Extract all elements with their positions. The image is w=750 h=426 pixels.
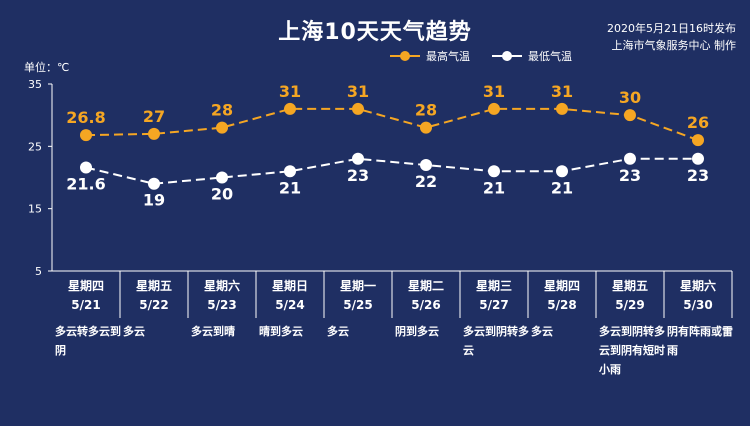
weather-condition: 阴有阵雨或雷雨 bbox=[667, 325, 733, 357]
weekday-label: 星期二 bbox=[407, 279, 444, 293]
point-low bbox=[148, 177, 160, 190]
legend: 最高气温 最低气温 bbox=[390, 48, 594, 64]
point-high bbox=[624, 109, 636, 122]
y-tick-label: 35 bbox=[28, 78, 42, 91]
weekday-label: 星期四 bbox=[67, 279, 104, 293]
legend-low-marker bbox=[492, 51, 522, 61]
weather-condition: 多云 bbox=[123, 325, 145, 338]
data-label-high: 27 bbox=[143, 107, 165, 126]
data-label-low: 23 bbox=[619, 166, 641, 185]
point-high bbox=[216, 121, 228, 134]
point-high bbox=[420, 121, 432, 134]
legend-high-label: 最高气温 bbox=[426, 50, 470, 63]
date-label: 5/25 bbox=[343, 298, 373, 312]
data-label-low: 23 bbox=[687, 166, 709, 185]
weather-condition: 多云到阴转多云 bbox=[463, 325, 529, 357]
point-low bbox=[624, 152, 636, 165]
point-low bbox=[556, 165, 568, 178]
day-cell: 星期日 5/24 bbox=[256, 277, 324, 317]
data-label-high: 31 bbox=[483, 82, 505, 101]
date-label: 5/22 bbox=[139, 298, 169, 312]
date-label: 5/29 bbox=[615, 298, 645, 312]
point-low bbox=[352, 152, 364, 165]
legend-item-low: 最低气温 bbox=[492, 48, 572, 64]
point-high bbox=[556, 102, 568, 115]
y-tick-label: 25 bbox=[28, 140, 42, 153]
series-line-high bbox=[85, 107, 699, 142]
data-label-high: 28 bbox=[415, 101, 437, 120]
day-cell: 星期二 5/26 bbox=[392, 277, 460, 317]
series-line-low bbox=[85, 157, 698, 185]
weekday-label: 星期五 bbox=[135, 279, 172, 293]
weekday-label: 星期五 bbox=[611, 279, 648, 293]
weather-condition: 多云到晴 bbox=[191, 325, 235, 338]
publish-time: 2020年5月21日16时发布 bbox=[607, 22, 736, 35]
point-high bbox=[692, 134, 704, 147]
weather-condition: 多云转多云到阴 bbox=[55, 325, 121, 357]
publisher: 上海市气象服务中心 制作 bbox=[611, 39, 737, 52]
data-label-low: 22 bbox=[415, 172, 437, 191]
data-label-high: 30 bbox=[619, 88, 641, 107]
data-label-high: 28 bbox=[211, 101, 233, 120]
date-label: 5/28 bbox=[547, 298, 577, 312]
data-label-high: 31 bbox=[279, 82, 301, 101]
data-label-high: 31 bbox=[347, 82, 369, 101]
data-label-low: 19 bbox=[143, 191, 165, 210]
weather-condition: 多云到阴转多云到阴有短时小雨 bbox=[599, 325, 665, 376]
point-low bbox=[420, 159, 432, 172]
weather-condition: 晴到多云 bbox=[259, 325, 303, 338]
weekday-label: 星期六 bbox=[679, 279, 716, 293]
weather-condition: 多云 bbox=[531, 325, 553, 338]
point-low bbox=[692, 152, 704, 165]
point-low bbox=[80, 161, 92, 174]
day-cell: 星期六 5/30 bbox=[664, 277, 732, 317]
point-low bbox=[216, 171, 228, 184]
point-high bbox=[352, 102, 364, 115]
day-cell: 星期三 5/27 bbox=[460, 277, 528, 317]
data-label-high: 26 bbox=[687, 113, 709, 132]
data-label-low: 21 bbox=[279, 178, 301, 197]
date-label: 5/21 bbox=[71, 298, 101, 312]
point-high bbox=[148, 127, 160, 140]
weekday-label: 星期四 bbox=[543, 279, 580, 293]
date-label: 5/27 bbox=[479, 298, 509, 312]
weekday-label: 星期三 bbox=[475, 279, 512, 293]
data-label-low: 23 bbox=[347, 166, 369, 185]
data-label-high: 26.8 bbox=[66, 108, 105, 127]
legend-high-marker bbox=[390, 51, 420, 61]
unit-label: 单位：℃ bbox=[24, 61, 70, 74]
legend-low-label: 最低气温 bbox=[528, 50, 572, 63]
day-cell: 星期四 5/28 bbox=[528, 277, 596, 317]
day-cell: 星期五 5/29 bbox=[596, 277, 664, 317]
day-cell: 星期一 5/25 bbox=[324, 277, 392, 317]
data-label-low: 21 bbox=[551, 178, 573, 197]
date-label: 5/23 bbox=[207, 298, 237, 312]
weather-condition: 多云 bbox=[327, 325, 349, 338]
date-label: 5/30 bbox=[683, 298, 713, 312]
date-label: 5/24 bbox=[275, 298, 305, 312]
weekday-label: 星期六 bbox=[203, 279, 240, 293]
point-low bbox=[284, 165, 296, 178]
weekday-label: 星期日 bbox=[271, 279, 308, 293]
chart-title: 上海10天天气趋势 bbox=[278, 20, 472, 45]
day-cell: 星期六 5/23 bbox=[188, 277, 256, 317]
day-cell: 星期四 5/21 bbox=[52, 277, 120, 317]
data-label-low: 20 bbox=[211, 185, 233, 204]
day-cell: 星期五 5/22 bbox=[120, 277, 188, 317]
data-label-high: 31 bbox=[551, 82, 573, 101]
point-high bbox=[80, 129, 92, 142]
data-label-low: 21.6 bbox=[66, 175, 105, 194]
point-high bbox=[488, 102, 500, 115]
point-low bbox=[488, 165, 500, 178]
y-tick-label: 15 bbox=[28, 203, 42, 216]
y-tick-label: 5 bbox=[35, 265, 42, 278]
date-label: 5/26 bbox=[411, 298, 441, 312]
legend-item-high: 最高气温 bbox=[390, 48, 470, 64]
point-high bbox=[284, 102, 296, 115]
weekday-label: 星期一 bbox=[339, 279, 376, 293]
weather-condition: 阴到多云 bbox=[395, 325, 439, 338]
publish-info: 2020年5月21日16时发布 上海市气象服务中心 制作 bbox=[607, 20, 736, 54]
data-label-low: 21 bbox=[483, 178, 505, 197]
